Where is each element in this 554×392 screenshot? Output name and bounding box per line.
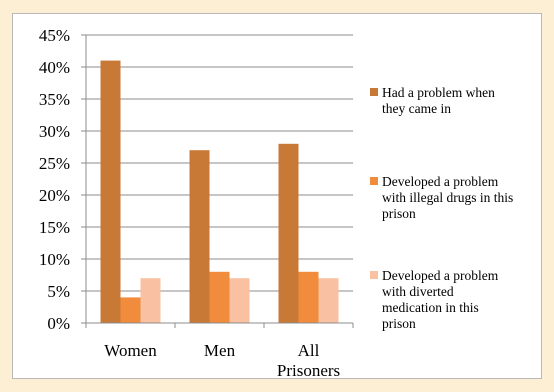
legend: Had a problem when they came in Developed … bbox=[370, 85, 513, 331]
y-tick-label: 30% bbox=[39, 122, 70, 141]
legend-item: Had a problem when they came in bbox=[370, 85, 495, 116]
legend-label-line: prison bbox=[382, 316, 416, 331]
legend-label-line: with illegal drugs in this bbox=[382, 190, 513, 205]
legend-item: Developed a problem with diverted medicati… bbox=[370, 268, 499, 331]
x-category-label-line: Prisoners bbox=[277, 361, 340, 380]
legend-label-line: with diverted bbox=[382, 284, 454, 299]
y-tick-label: 5% bbox=[47, 282, 70, 301]
bar-2-women bbox=[120, 297, 141, 323]
y-tick-label: 25% bbox=[39, 154, 70, 173]
y-tick-label: 0% bbox=[47, 314, 70, 333]
x-category-label: All Prisoners bbox=[277, 341, 340, 380]
bar-3-women bbox=[140, 278, 161, 323]
axes bbox=[81, 34, 354, 328]
y-tick-label: 20% bbox=[39, 186, 70, 205]
legend-item: Developed a problem with illegal drugs in… bbox=[370, 174, 513, 221]
legend-label-line: Developed a problem bbox=[382, 174, 499, 189]
x-axis-category-labels: Women Men All Prisoners bbox=[104, 341, 340, 380]
bars bbox=[100, 60, 339, 323]
legend-swatch bbox=[370, 177, 378, 185]
bar-3-all-prisoners bbox=[318, 278, 339, 323]
y-tick-label: 10% bbox=[39, 250, 70, 269]
legend-label-line: they came in bbox=[382, 101, 451, 116]
y-tick-label: 45% bbox=[39, 26, 70, 45]
bar-2-all-prisoners bbox=[298, 271, 319, 323]
legend-swatch bbox=[370, 88, 378, 96]
legend-label-line: Developed a problem bbox=[382, 268, 499, 283]
gridlines bbox=[86, 34, 353, 292]
legend-label: Had a problem when they came in bbox=[382, 85, 495, 116]
x-category-label: Men bbox=[204, 341, 236, 360]
legend-label: Developed a problem with illegal drugs in… bbox=[382, 174, 513, 221]
y-tick-label: 40% bbox=[39, 58, 70, 77]
legend-label-line: prison bbox=[382, 206, 416, 221]
x-category-label-line: All bbox=[298, 341, 320, 360]
legend-label: Developed a problem with diverted medicati… bbox=[382, 268, 499, 331]
bar-chart: 0% 5% 10% 15% 20% 25% 30% 35% 40% 45% Women Men All… bbox=[39, 26, 513, 380]
y-tick-label: 35% bbox=[39, 90, 70, 109]
legend-swatch bbox=[370, 271, 378, 279]
bar-2-men bbox=[209, 271, 230, 323]
y-tick-label: 15% bbox=[39, 218, 70, 237]
legend-label-line: Had a problem when bbox=[382, 85, 495, 100]
bar-1-all-prisoners bbox=[278, 143, 299, 323]
legend-label-line: medication in this bbox=[382, 300, 479, 315]
chart-area: 0% 5% 10% 15% 20% 25% 30% 35% 40% 45% Women Men All… bbox=[12, 13, 542, 380]
x-category-label: Women bbox=[104, 341, 157, 360]
y-axis-tick-labels: 0% 5% 10% 15% 20% 25% 30% 35% 40% 45% bbox=[39, 26, 70, 333]
bar-1-women bbox=[100, 60, 121, 323]
bar-3-men bbox=[229, 278, 250, 323]
x-category-label-line: Women bbox=[104, 341, 157, 360]
x-category-label-line: Men bbox=[204, 341, 236, 360]
bar-1-men bbox=[189, 150, 210, 323]
